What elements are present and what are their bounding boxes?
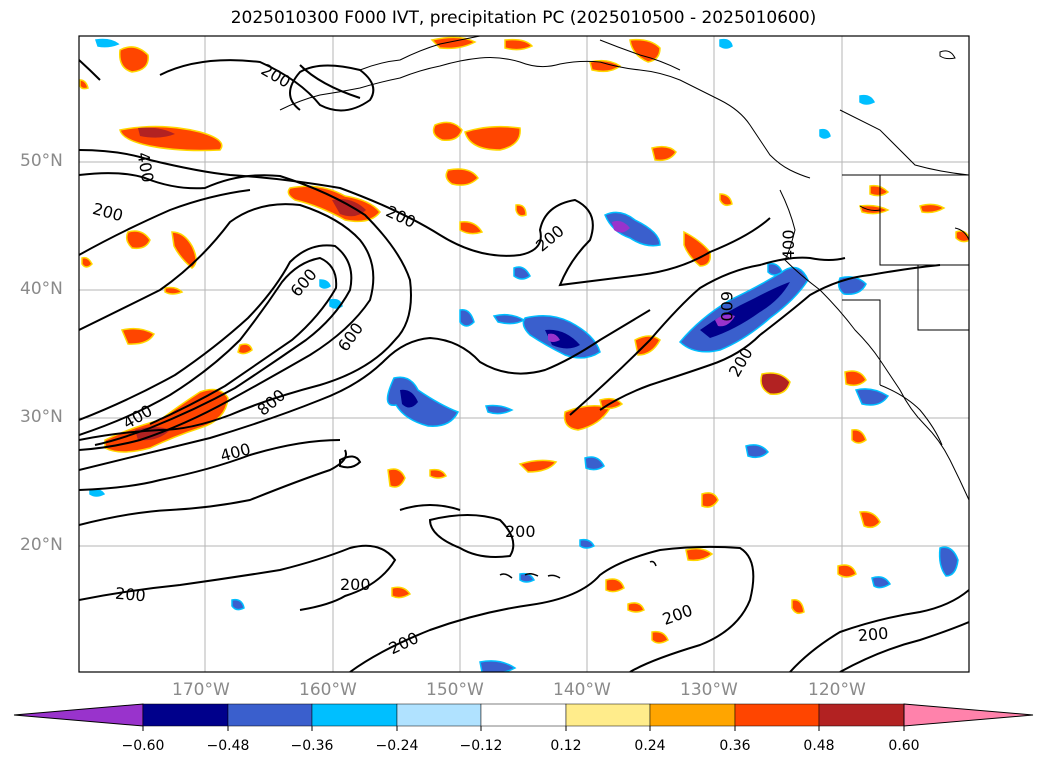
coastlines [279,36,969,501]
colorbar-tick-label: −0.60 [122,738,165,754]
colorbar-tick-label: 0.60 [888,738,919,754]
contour-label-600: 600 [717,291,736,322]
colorbar-tick-label: −0.48 [207,738,250,754]
colorbar-tick-label: 0.36 [719,738,750,754]
lon-label-170w: 170°W [172,680,230,700]
colorbar-tick-label: 0.48 [803,738,834,754]
colorbar-tick-label: −0.24 [376,738,419,754]
colorbar-tick-label: −0.36 [291,738,334,754]
lat-label-40n: 40°N [20,279,63,299]
map-border [78,35,970,673]
colorbar-tick-labels: −0.60 −0.48 −0.36 −0.24 −0.12 0.12 0.24 … [122,738,920,754]
colorbar-min-extension [13,703,144,727]
lon-label-120w: 120°W [808,680,866,700]
precip-negative-areas [89,38,959,672]
colorbar-segment [734,703,820,727]
lon-label-130w: 130°W [680,680,738,700]
map-title: 2025010300 F000 IVT, precipitation PC (2… [230,8,817,28]
colorbar-segment [311,703,398,727]
colorbar-max-extension [903,703,1034,727]
colorbar-segment [649,703,736,727]
colorbar-tick-label: 0.24 [634,738,665,754]
contour-label-200: 200 [114,584,146,606]
lon-label-150w: 150°W [426,680,484,700]
contour-label-400: 400 [779,229,798,260]
lat-label-20n: 20°N [20,535,63,555]
lon-label-160w: 160°W [299,680,357,700]
lat-label-50n: 50°N [20,151,63,171]
lon-label-140w: 140°W [553,680,611,700]
graticule [79,36,969,672]
colorbar: −0.60 −0.48 −0.36 −0.24 −0.12 0.12 0.24 … [13,703,1034,754]
colorbar-segment [818,703,905,727]
precip-positive-areas [79,36,969,644]
contour-label-200: 200 [340,575,371,594]
colorbar-segment [142,703,229,727]
map-plot-area [79,36,969,672]
contour-label-200: 200 [505,522,536,541]
colorbar-ticks [142,726,905,731]
colorbar-tick-label: 0.12 [550,738,581,754]
contour-label-200: 200 [857,624,889,646]
lat-label-30n: 30°N [20,407,63,427]
colorbar-segment [396,703,482,727]
colorbar-segment [565,703,651,727]
colorbar-segment [227,703,313,727]
islands [499,560,657,579]
colorbar-tick-label: −0.12 [460,738,503,754]
ivt-contours [79,59,969,672]
colorbar-segment [480,703,567,727]
